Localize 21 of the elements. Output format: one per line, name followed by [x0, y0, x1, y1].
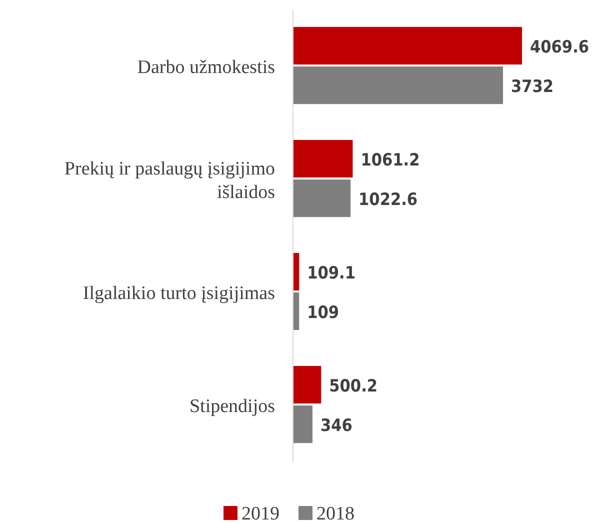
data-label: 1061.2 [360, 150, 420, 171]
y-tick-label: Darbo užmokestis [137, 57, 275, 78]
data-label: 346 [320, 416, 352, 436]
data-label: 500.2 [329, 376, 378, 397]
bar [293, 180, 351, 218]
legend-label: 2019 [242, 504, 280, 523]
data-label: 3732 [511, 77, 554, 98]
y-tick-label: Ilgalaikio turto įsigijimas [82, 283, 275, 304]
legend-label: 2018 [316, 504, 354, 523]
bar [293, 292, 300, 330]
data-label: 4069.6 [530, 38, 590, 58]
data-label: 1022.6 [358, 190, 418, 210]
data-label: 109 [307, 303, 340, 324]
bar [293, 26, 522, 64]
bar [293, 406, 312, 444]
bar [293, 66, 504, 104]
y-tick-label: Prekių ir paslaugų įsigijimo išlaidos [64, 158, 275, 204]
y-tick-label: Stipendijos [189, 396, 275, 418]
bar [293, 366, 322, 404]
bar [293, 140, 353, 178]
data-label: 109.1 [307, 264, 356, 284]
